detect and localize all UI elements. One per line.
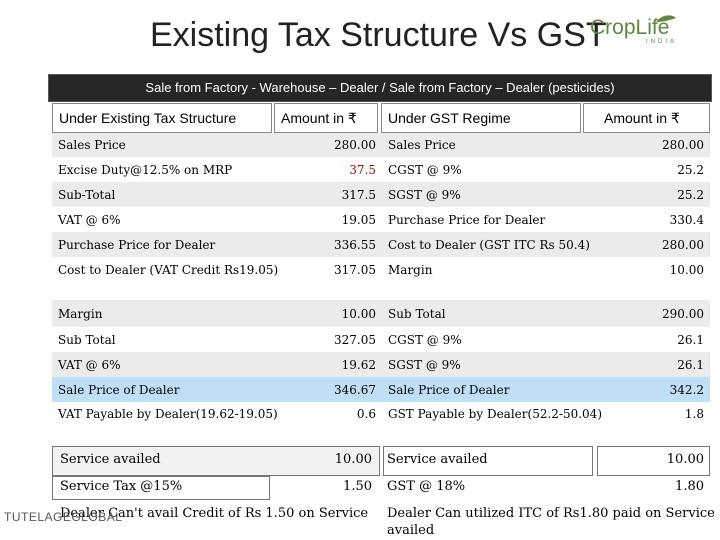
note-right-line2: availed bbox=[387, 523, 435, 538]
gst-item: CGST @ 9% bbox=[388, 162, 462, 177]
logo-brand: CropLife bbox=[590, 16, 670, 39]
gst-item: Sale Price of Dealer bbox=[388, 382, 510, 397]
croplife-logo: CropLife INDIA bbox=[586, 14, 716, 54]
table-row: VAT @ 6% 19.62 SGST @ 9% 26.1 bbox=[52, 352, 710, 377]
gst-amount: 342.2 bbox=[669, 382, 704, 397]
gst-item: Sub Total bbox=[388, 306, 446, 321]
header-existing: Under Existing Tax Structure bbox=[52, 103, 272, 133]
existing-amount: 37.5 bbox=[349, 162, 376, 177]
table-row: Margin 10.00 Sub Total 290.00 bbox=[52, 300, 710, 327]
gst-item: GST Payable by Dealer(52.2-50.04) bbox=[388, 407, 603, 421]
existing-amount: 317.05 bbox=[334, 263, 376, 277]
gst-amount: 26.1 bbox=[677, 332, 704, 347]
gst-service-value: 1.80 bbox=[675, 479, 704, 494]
service-availed-value-left: 10.00 bbox=[334, 452, 372, 467]
gst-item: Cost to Dealer (GST ITC Rs 50.4) bbox=[388, 237, 590, 252]
gst-amount: 280.00 bbox=[662, 237, 704, 252]
existing-amount: 10.00 bbox=[341, 306, 376, 321]
note-left: Dealer Can't avail Credit of Rs 1.50 on … bbox=[60, 506, 369, 521]
existing-item: Excise Duty@12.5% on MRP bbox=[58, 162, 233, 177]
table-row: VAT @ 6% 19.05 Purchase Price for Dealer… bbox=[52, 207, 710, 232]
existing-item: Sales Price bbox=[58, 138, 126, 152]
table-row: Cost to Dealer (VAT Credit Rs19.05) 317.… bbox=[52, 257, 710, 300]
gst-item: Sales Price bbox=[388, 138, 456, 152]
table-row: Purchase Price for Dealer 336.55 Cost to… bbox=[52, 232, 710, 257]
existing-amount: 19.62 bbox=[341, 357, 376, 372]
section-banner: Sale from Factory - Warehouse – Dealer /… bbox=[48, 74, 712, 102]
tutelage-logo-text: TUTELAGEGLOBAL bbox=[4, 510, 123, 524]
table-row: VAT Payable by Dealer(19.62-19.05) 0.6 G… bbox=[52, 402, 710, 442]
existing-amount: 0.6 bbox=[356, 407, 376, 421]
gst-item: CGST @ 9% bbox=[388, 332, 462, 347]
service-availed-label-left: Service availed bbox=[60, 452, 161, 467]
leaf-icon bbox=[656, 15, 676, 22]
existing-item: Sub-Total bbox=[58, 187, 116, 202]
header-gst: Under GST Regime bbox=[381, 103, 581, 133]
gst-amount: 330.4 bbox=[669, 212, 704, 227]
service-right-box bbox=[383, 446, 593, 476]
gst-item: Purchase Price for Dealer bbox=[388, 212, 546, 227]
existing-item: VAT @ 6% bbox=[58, 212, 121, 227]
gst-amount: 280.00 bbox=[662, 138, 704, 152]
existing-amount: 19.05 bbox=[341, 212, 376, 227]
gst-amount: 290.00 bbox=[662, 306, 704, 321]
tutelage-logo: TUTELAGEGLOBAL bbox=[4, 510, 122, 524]
gst-amount: 10.00 bbox=[669, 263, 704, 277]
table-row: Excise Duty@12.5% on MRP 37.5 CGST @ 9% … bbox=[52, 157, 710, 182]
existing-item: Sale Price of Dealer bbox=[58, 382, 180, 397]
existing-amount: 346.67 bbox=[334, 382, 376, 397]
existing-item: VAT Payable by Dealer(19.62-19.05) bbox=[58, 407, 278, 421]
existing-item: Margin bbox=[58, 306, 103, 321]
gst-amount: 1.8 bbox=[684, 407, 704, 421]
gst-amount: 25.2 bbox=[677, 187, 704, 202]
service-tax-label: Service Tax @15% bbox=[60, 479, 183, 494]
logo-sub: INDIA bbox=[646, 39, 678, 45]
service-tax-box bbox=[52, 476, 270, 500]
existing-amount: 336.55 bbox=[334, 237, 376, 252]
service-left-box bbox=[52, 446, 380, 476]
table-row-highlight: Sale Price of Dealer 346.67 Sale Price o… bbox=[52, 377, 710, 402]
service-availed-value-right: 10.00 bbox=[666, 452, 704, 467]
gst-service-label: GST @ 18% bbox=[387, 479, 466, 494]
gst-amount: 26.1 bbox=[677, 357, 704, 372]
service-right-value-box bbox=[597, 446, 710, 476]
header-amount-existing: Amount in ₹ bbox=[274, 103, 378, 133]
service-availed-label-right: Service availed bbox=[387, 452, 488, 467]
existing-item: VAT @ 6% bbox=[58, 357, 121, 372]
note-right-line1: Dealer Can utilized ITC of Rs1.80 paid o… bbox=[387, 506, 715, 521]
existing-amount: 327.05 bbox=[334, 332, 376, 347]
table-row: Sub Total 327.05 CGST @ 9% 26.1 bbox=[52, 327, 710, 352]
existing-item: Sub Total bbox=[58, 332, 116, 347]
header-amount-gst: Amount in ₹ bbox=[583, 103, 710, 133]
gst-item: SGST @ 9% bbox=[388, 357, 461, 372]
table-row: Sub-Total 317.5 SGST @ 9% 25.2 bbox=[52, 182, 710, 207]
page-title: Existing Tax Structure Vs GST bbox=[150, 16, 607, 54]
existing-amount: 317.5 bbox=[341, 187, 376, 202]
table-row: Sales Price 280.00 Sales Price 280.00 bbox=[52, 133, 710, 157]
gst-item: SGST @ 9% bbox=[388, 187, 461, 202]
service-tax-value: 1.50 bbox=[343, 479, 372, 494]
existing-amount: 280.00 bbox=[334, 138, 376, 152]
gst-item: Margin bbox=[388, 263, 433, 277]
existing-item: Purchase Price for Dealer bbox=[58, 237, 216, 252]
existing-item: Cost to Dealer (VAT Credit Rs19.05) bbox=[58, 263, 279, 277]
gst-amount: 25.2 bbox=[677, 162, 704, 177]
